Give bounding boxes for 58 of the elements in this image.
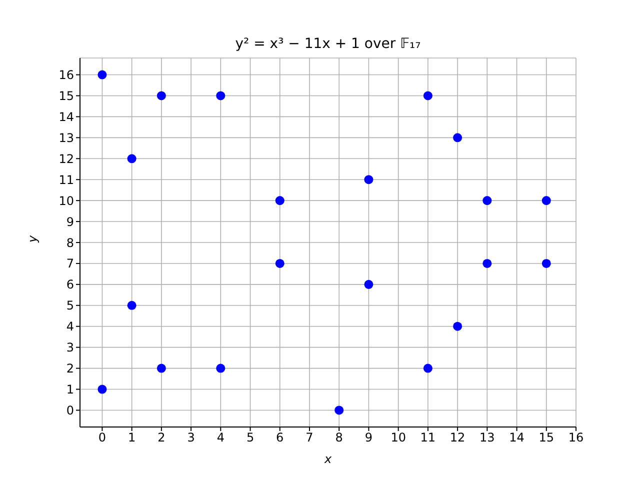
y-tick-label: 16 xyxy=(58,68,74,82)
y-tick-label: 8 xyxy=(66,236,74,250)
x-tick-label: 8 xyxy=(335,430,343,445)
point xyxy=(275,196,284,206)
x-tick-label: 11 xyxy=(420,430,436,445)
y-tick-label: 10 xyxy=(58,194,74,208)
y-tick-label: 4 xyxy=(66,320,74,334)
x-tick-label: 1 xyxy=(128,430,136,445)
x-tick-label: 16 xyxy=(568,430,584,445)
chart-title: y² = x³ − 11x + 1 over 𝔽₁₇ xyxy=(235,36,421,52)
point xyxy=(216,364,226,373)
x-tick-label: 2 xyxy=(158,430,166,445)
point xyxy=(98,384,107,394)
y-tick-label: 11 xyxy=(58,172,74,187)
y-tick-label: 3 xyxy=(66,340,74,355)
point xyxy=(542,258,551,268)
x-tick-label: 4 xyxy=(216,430,224,445)
point xyxy=(364,280,374,289)
x-tick-label: 10 xyxy=(390,430,406,445)
point xyxy=(156,364,166,373)
point xyxy=(98,70,107,80)
y-tick-label: 5 xyxy=(66,298,74,313)
x-tick-label: 0 xyxy=(98,430,106,445)
x-tick-label: 5 xyxy=(246,430,254,445)
point xyxy=(453,322,462,331)
point xyxy=(216,91,226,100)
point xyxy=(423,91,432,100)
point xyxy=(275,258,284,268)
y-tick-label: 12 xyxy=(58,152,74,166)
x-axis-title: x xyxy=(323,452,332,466)
y-tick-label: 14 xyxy=(58,110,74,124)
point xyxy=(334,406,344,415)
y-tick-label: 13 xyxy=(58,130,74,145)
point xyxy=(364,175,374,184)
y-tick-label: 0 xyxy=(66,403,74,418)
point xyxy=(127,154,136,164)
point xyxy=(482,196,492,206)
point xyxy=(423,364,432,373)
y-tick-label: 7 xyxy=(66,256,74,271)
point xyxy=(542,196,551,206)
point xyxy=(482,258,492,268)
point xyxy=(453,133,462,142)
x-tick-label: 9 xyxy=(364,430,373,445)
point xyxy=(156,91,166,100)
point xyxy=(127,300,136,310)
y-tick-label: 9 xyxy=(66,214,74,229)
x-tick-label: 12 xyxy=(450,430,466,445)
x-tick-label: 15 xyxy=(538,430,554,445)
x-tick-label: 6 xyxy=(276,430,284,445)
x-tick-label: 7 xyxy=(306,430,314,445)
y-tick-label: 2 xyxy=(66,362,74,376)
y-tick-label: 6 xyxy=(66,278,74,292)
y-tick-label: 1 xyxy=(66,382,74,397)
x-tick-label: 13 xyxy=(480,430,495,445)
x-tick-label: 14 xyxy=(509,430,524,445)
x-tick-label: 3 xyxy=(187,430,195,445)
y-tick-label: 15 xyxy=(58,89,74,103)
y-axis-title: y xyxy=(25,234,40,244)
